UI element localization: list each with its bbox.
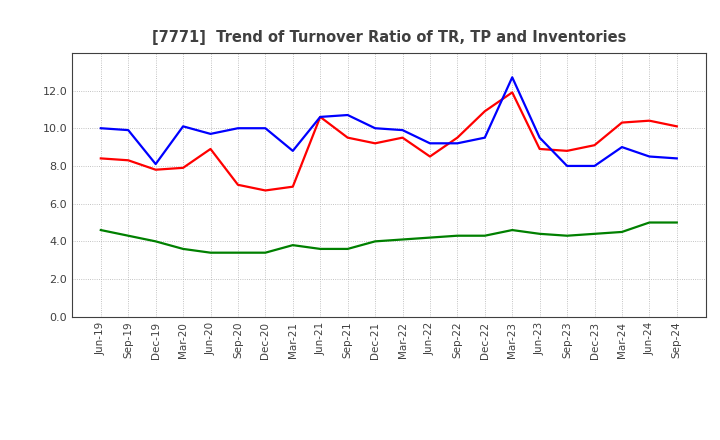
Trade Payables: [261, 125, 270, 131]
Trade Payables: [645, 154, 654, 159]
Inventories: [672, 220, 681, 225]
Trade Receivables: [480, 109, 489, 114]
Trade Payables: [508, 75, 516, 80]
Inventories: [343, 246, 352, 252]
Title: [7771]  Trend of Turnover Ratio of TR, TP and Inventories: [7771] Trend of Turnover Ratio of TR, TP…: [152, 29, 626, 45]
Inventories: [508, 227, 516, 233]
Inventories: [618, 229, 626, 235]
Trade Receivables: [672, 124, 681, 129]
Trade Payables: [343, 112, 352, 117]
Trade Receivables: [590, 143, 599, 148]
Trade Receivables: [508, 90, 516, 95]
Trade Payables: [289, 148, 297, 154]
Trade Receivables: [124, 158, 132, 163]
Trade Payables: [618, 144, 626, 150]
Trade Payables: [453, 141, 462, 146]
Inventories: [96, 227, 105, 233]
Trade Payables: [563, 163, 572, 169]
Trade Payables: [316, 114, 325, 120]
Trade Payables: [480, 135, 489, 140]
Trade Payables: [536, 135, 544, 140]
Trade Receivables: [618, 120, 626, 125]
Trade Payables: [371, 125, 379, 131]
Trade Receivables: [151, 167, 160, 172]
Inventories: [453, 233, 462, 238]
Inventories: [480, 233, 489, 238]
Inventories: [426, 235, 434, 240]
Inventories: [151, 239, 160, 244]
Trade Payables: [206, 131, 215, 136]
Line: Trade Receivables: Trade Receivables: [101, 92, 677, 191]
Inventories: [536, 231, 544, 236]
Inventories: [206, 250, 215, 255]
Trade Payables: [96, 125, 105, 131]
Trade Receivables: [96, 156, 105, 161]
Trade Payables: [233, 125, 242, 131]
Line: Inventories: Inventories: [101, 223, 677, 253]
Inventories: [590, 231, 599, 236]
Trade Payables: [426, 141, 434, 146]
Trade Payables: [672, 156, 681, 161]
Trade Receivables: [206, 147, 215, 152]
Trade Receivables: [233, 182, 242, 187]
Inventories: [316, 246, 325, 252]
Inventories: [563, 233, 572, 238]
Trade Payables: [590, 163, 599, 169]
Trade Receivables: [426, 154, 434, 159]
Trade Receivables: [261, 188, 270, 193]
Trade Receivables: [316, 114, 325, 120]
Inventories: [371, 239, 379, 244]
Line: Trade Payables: Trade Payables: [101, 77, 677, 166]
Trade Receivables: [536, 147, 544, 152]
Trade Receivables: [343, 135, 352, 140]
Trade Receivables: [453, 135, 462, 140]
Inventories: [233, 250, 242, 255]
Trade Payables: [398, 128, 407, 133]
Trade Payables: [179, 124, 187, 129]
Trade Receivables: [289, 184, 297, 189]
Inventories: [645, 220, 654, 225]
Trade Receivables: [179, 165, 187, 170]
Trade Receivables: [645, 118, 654, 123]
Inventories: [179, 246, 187, 252]
Trade Receivables: [563, 148, 572, 154]
Trade Payables: [124, 128, 132, 133]
Inventories: [124, 233, 132, 238]
Trade Receivables: [398, 135, 407, 140]
Inventories: [398, 237, 407, 242]
Trade Payables: [151, 161, 160, 167]
Inventories: [261, 250, 270, 255]
Trade Receivables: [371, 141, 379, 146]
Inventories: [289, 242, 297, 248]
